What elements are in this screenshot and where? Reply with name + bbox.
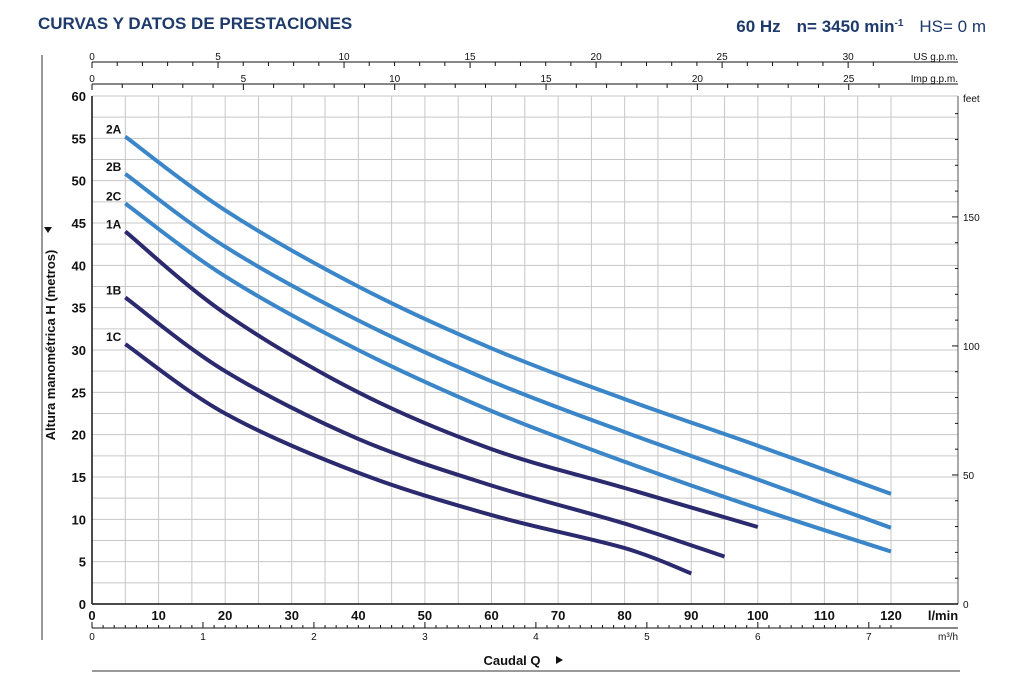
curve-1b	[124, 295, 726, 559]
m3h-tick-label: 6	[755, 632, 761, 643]
curve-label-2a: 2A	[106, 123, 122, 137]
x-tick-label: 30	[285, 608, 299, 623]
page-title: CURVAS Y DATOS DE PRESTACIONES	[38, 14, 353, 33]
m3h-tick-label: 3	[422, 632, 428, 643]
curve-label-1c: 1C	[106, 330, 122, 344]
curve-2a	[124, 134, 892, 496]
m3h-unit-label: m³/h	[938, 632, 958, 643]
m3h-tick-label: 4	[533, 632, 539, 643]
x-tick-label: 60	[484, 608, 498, 623]
y-tick-label: 20	[72, 428, 86, 443]
curve-label-1b: 1B	[106, 284, 122, 298]
frequency-label: 60 Hz	[736, 17, 781, 36]
x-unit-label: l/min	[928, 608, 958, 623]
x-tick-label: 0	[88, 608, 95, 623]
imp-gpm-tick-label: 25	[843, 74, 855, 85]
suction-height-label: HS= 0 m	[919, 17, 986, 36]
us-gpm-tick-label: 0	[89, 52, 95, 63]
feet-tick-label: 0	[963, 600, 969, 611]
y-tick-label: 30	[72, 343, 86, 358]
m3h-tick-label: 0	[89, 632, 95, 643]
x-tick-label: 70	[551, 608, 565, 623]
operating-conditions: 60 Hz n= 3450 min-1 HS= 0 m	[736, 10, 986, 38]
us-gpm-tick-label: 15	[465, 52, 477, 63]
feet-tick-label: 50	[963, 471, 975, 482]
curve-2b	[124, 172, 892, 530]
x-tick-label: 50	[418, 608, 432, 623]
us-gpm-tick-label: 30	[843, 52, 855, 63]
imp-gpm-tick-label: 15	[540, 74, 552, 85]
curve-labels: 2A 2B 2C 1A 1B 1C	[106, 123, 122, 344]
imp-gpm-tick-label: 5	[241, 74, 247, 85]
y-tick-label: 5	[79, 555, 86, 570]
us-gpm-tick-label: 20	[591, 52, 603, 63]
curve-label-1a: 1A	[106, 217, 122, 231]
x-tick-label: 80	[617, 608, 631, 623]
m3h-tick-label: 2	[311, 632, 317, 643]
x-tick-label: 120	[880, 608, 902, 623]
us-gpm-tick-label: 10	[338, 52, 350, 63]
y-axis-arrow-icon	[44, 227, 52, 233]
x-tick-label: 20	[218, 608, 232, 623]
y-tick-label: 10	[72, 512, 86, 527]
imp-gpm-tick-label: 20	[692, 74, 704, 85]
y-tick-label: 25	[72, 385, 86, 400]
us-gpm-unit-label: US g.p.m.	[914, 52, 958, 63]
feet-unit-label: feet	[963, 94, 980, 105]
y-tick-label: 55	[72, 131, 86, 146]
y-tick-label: 50	[72, 174, 86, 189]
imp-gpm-tick-label: 10	[389, 74, 401, 85]
x-tick-label: 10	[151, 608, 165, 623]
us-gpm-tick-label: 25	[717, 52, 729, 63]
curve-label-2b: 2B	[106, 160, 122, 174]
m3h-tick-label: 7	[866, 632, 872, 643]
curve-2c	[124, 201, 892, 554]
y-tick-label: 0	[79, 597, 86, 612]
speed-label: n= 3450 min-1	[796, 17, 904, 36]
y-tick-label: 60	[72, 89, 86, 104]
x-tick-label: 40	[351, 608, 365, 623]
imp-gpm-tick-label: 0	[89, 74, 95, 85]
curve-1c	[124, 342, 693, 576]
feet-tick-label: 100	[963, 342, 980, 353]
feet-tick-label: 150	[963, 213, 980, 224]
us-gpm-tick-label: 5	[215, 52, 221, 63]
curve-1a	[124, 229, 759, 529]
curve-label-2c: 2C	[106, 190, 122, 204]
x-tick-label: 110	[814, 608, 835, 623]
x-tick-label: 100	[747, 608, 769, 623]
m3h-tick-label: 1	[200, 632, 206, 643]
pump-curves	[124, 134, 892, 576]
y-tick-label: 40	[72, 258, 86, 273]
x-axis-arrow-icon	[556, 656, 563, 664]
y-tick-label: 15	[72, 470, 86, 485]
y-tick-label: 35	[72, 301, 86, 316]
y-axis-label: Altura manométrica H (metros)	[43, 250, 58, 441]
y-tick-label: 45	[72, 216, 86, 231]
x-tick-label: 90	[684, 608, 698, 623]
plot-frame	[91, 96, 959, 605]
plot-grid	[91, 95, 958, 605]
m3h-tick-label: 5	[644, 632, 650, 643]
x-axis-label: Caudal Q	[483, 653, 540, 668]
imp-gpm-unit-label: Imp g.p.m.	[911, 74, 958, 85]
